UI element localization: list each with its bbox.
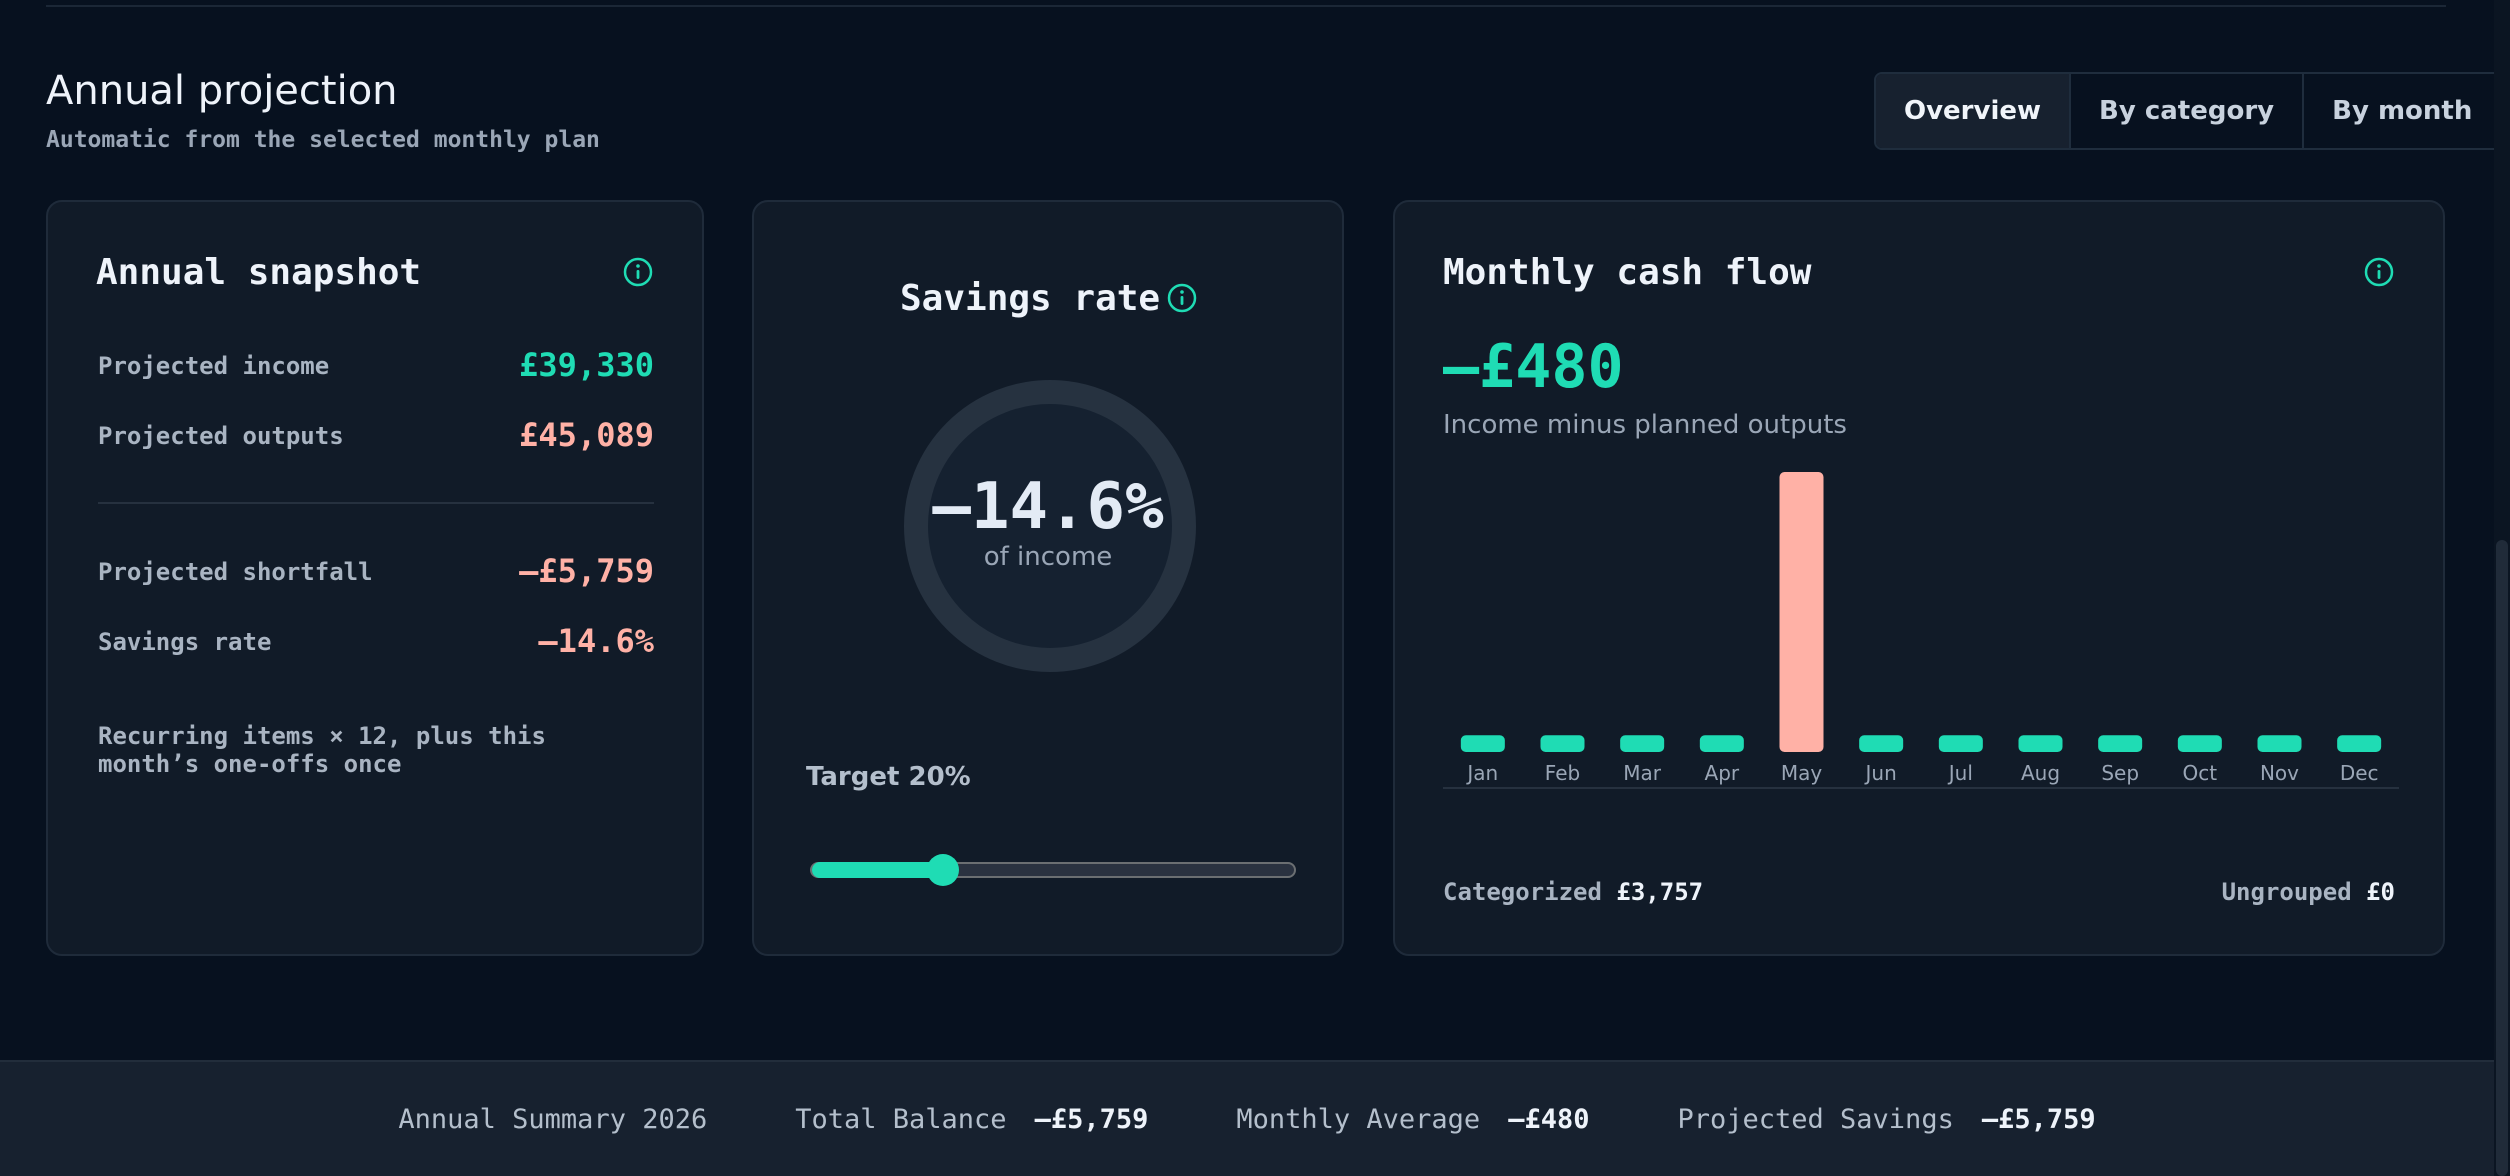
tick-label-apr: Apr — [1705, 761, 1740, 785]
savings-rate-value: –14.6% — [538, 622, 654, 660]
summary-monthly-average: Monthly Average –£480 — [1236, 1104, 1589, 1135]
snapshot-note: Recurring items × 12, plus this month’s … — [98, 722, 546, 778]
tick-label-jun: Jun — [1864, 761, 1897, 785]
tab-overview[interactable]: Overview — [1876, 74, 2072, 148]
ungrouped-label: Ungrouped — [2221, 878, 2352, 906]
target-label: Target 20% — [806, 762, 971, 792]
annual-summary-bar: Annual Summary 2026 Total Balance –£5,759… — [0, 1060, 2494, 1176]
bar-sep[interactable] — [2098, 735, 2143, 752]
categorized-summary: Categorized £3,757 — [1443, 878, 1703, 906]
categorized-value: £3,757 — [1616, 878, 1704, 906]
savings-ring — [904, 380, 1196, 672]
snapshot-divider — [98, 502, 654, 504]
bar-jan[interactable] — [1460, 735, 1505, 752]
page-subtitle: Automatic from the selected monthly plan — [46, 127, 600, 153]
tick-label-aug: Aug — [2021, 761, 2060, 785]
tick-label-dec: Dec — [2340, 761, 2379, 785]
bar-dec[interactable] — [2337, 735, 2382, 752]
ungrouped-summary: Ungrouped £0 — [2222, 878, 2395, 906]
projected-outputs-value: £45,089 — [519, 416, 654, 454]
snapshot-title: Annual snapshot — [96, 252, 422, 293]
tick-label-feb: Feb — [1545, 761, 1580, 785]
summary-total-balance: Total Balance –£5,759 — [795, 1104, 1148, 1135]
top-divider — [46, 5, 2446, 7]
bar-nov[interactable] — [2257, 735, 2302, 752]
summary-title: Annual Summary 2026 — [398, 1103, 708, 1135]
savings-rate-ring-sub: of income — [983, 542, 1113, 572]
monthly-cash-flow-card: Monthly cash flow –£480 Income minus pla… — [1393, 200, 2445, 956]
bar-may[interactable] — [1779, 472, 1824, 752]
slider-fill — [812, 862, 944, 878]
bar-apr[interactable] — [1699, 735, 1744, 752]
bar-feb[interactable] — [1540, 735, 1585, 752]
bar-mar[interactable] — [1620, 735, 1665, 752]
bar-jun[interactable] — [1859, 735, 1904, 752]
total-balance-label: Total Balance — [795, 1103, 1007, 1135]
projected-savings-value: –£5,759 — [1981, 1103, 2096, 1135]
savings-rate-title: Savings rate — [900, 278, 1161, 319]
cash-flow-title: Monthly cash flow — [1443, 252, 1812, 293]
monthly-average-value: –£480 — [1508, 1103, 1590, 1135]
info-icon[interactable] — [1166, 282, 1198, 314]
ungrouped-value: £0 — [2366, 878, 2395, 906]
tab-by-month[interactable]: By month — [2304, 74, 2501, 148]
tick-label-mar: Mar — [1623, 761, 1662, 785]
info-icon[interactable] — [622, 256, 654, 288]
projected-income-label: Projected income — [98, 352, 330, 380]
savings-rate-label: Savings rate — [98, 628, 272, 656]
categorized-label: Categorized — [1443, 878, 1602, 906]
cash-flow-chart: Jan Feb Mar Apr May Jun Jul Aug Sep Oct Nov Dec — [1443, 472, 2399, 789]
savings-rate-card: Savings rate –14.6% of income Target 20% — [752, 200, 1344, 956]
slider-thumb[interactable] — [927, 854, 960, 886]
summary-projected-savings: Projected Savings –£5,759 — [1677, 1104, 2095, 1135]
tick-label-may: May — [1781, 761, 1823, 785]
cash-flow-sub: Income minus planned outputs — [1443, 410, 1847, 440]
page-title: Annual projection — [46, 68, 398, 114]
projected-savings-label: Projected Savings — [1677, 1103, 1954, 1135]
bar-oct[interactable] — [2177, 735, 2222, 752]
scrollbar-thumb[interactable] — [2496, 540, 2508, 1176]
tick-label-sep: Sep — [2101, 761, 2139, 785]
bar-aug[interactable] — [2018, 735, 2063, 752]
info-icon[interactable] — [2363, 256, 2395, 288]
tab-by-category[interactable]: By category — [2071, 74, 2305, 148]
monthly-average-label: Monthly Average — [1236, 1103, 1481, 1135]
tick-label-nov: Nov — [2260, 761, 2299, 785]
tick-label-jan: Jan — [1465, 761, 1498, 785]
annual-snapshot-card: Annual snapshot Projected income £39,330… — [46, 200, 704, 956]
bar-jul[interactable] — [1938, 735, 1983, 752]
projected-income-value: £39,330 — [519, 346, 654, 384]
cash-flow-value: –£480 — [1443, 332, 1624, 402]
target-slider[interactable] — [810, 854, 1296, 886]
tick-label-jul: Jul — [1947, 761, 1973, 785]
projected-outputs-label: Projected outputs — [98, 422, 344, 450]
projected-shortfall-value: –£5,759 — [519, 552, 654, 590]
projected-shortfall-label: Projected shortfall — [98, 558, 373, 586]
view-tabs: Overview By category By month — [1874, 72, 2503, 150]
total-balance-value: –£5,759 — [1034, 1103, 1149, 1135]
tick-label-oct: Oct — [2183, 761, 2218, 785]
scrollbar[interactable] — [2494, 0, 2510, 1176]
savings-rate-ring-value: –14.6% — [932, 470, 1164, 544]
